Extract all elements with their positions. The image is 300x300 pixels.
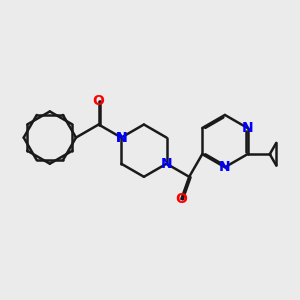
Text: N: N <box>242 121 254 135</box>
Text: O: O <box>176 192 187 206</box>
Text: N: N <box>219 160 231 174</box>
Text: O: O <box>93 94 105 108</box>
Text: N: N <box>116 130 127 145</box>
Text: N: N <box>116 130 127 145</box>
Text: N: N <box>161 157 172 171</box>
